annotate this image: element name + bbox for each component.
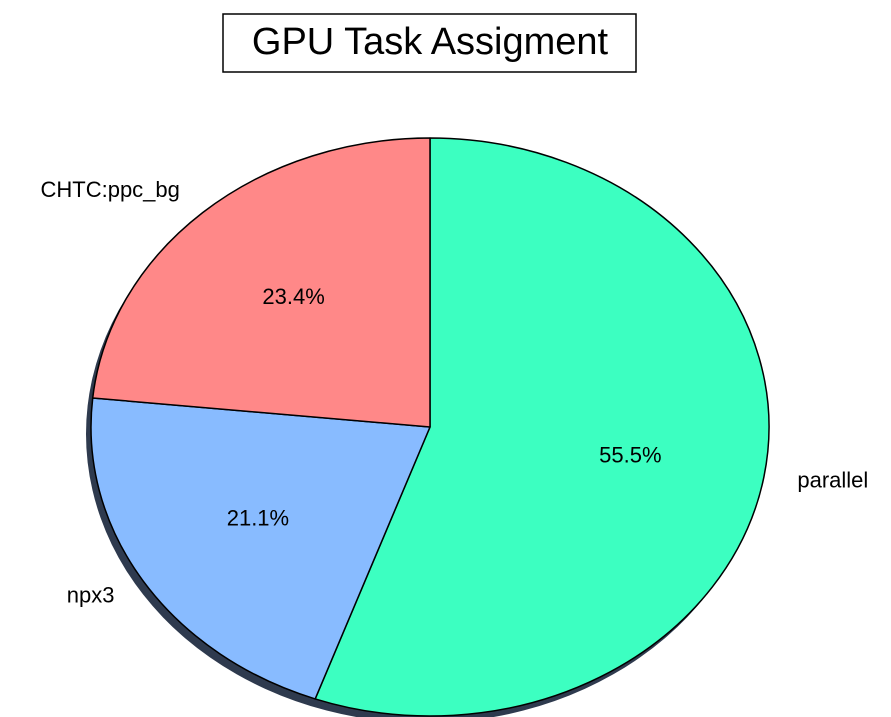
- chart-title: GPU Task Assigment: [252, 21, 609, 63]
- slice-label: npx3: [67, 582, 115, 607]
- pie-slice: [91, 137, 431, 428]
- percent-label: 21.1%: [227, 505, 289, 530]
- title-box: [222, 13, 637, 73]
- pie-slice: [90, 397, 431, 700]
- percent-label: 55.5%: [599, 443, 661, 468]
- slice-label: CHTC:ppc_bg: [41, 177, 180, 202]
- slice-label: parallel: [797, 467, 868, 492]
- pie-slice: [314, 137, 770, 717]
- percent-label: 23.4%: [262, 284, 324, 309]
